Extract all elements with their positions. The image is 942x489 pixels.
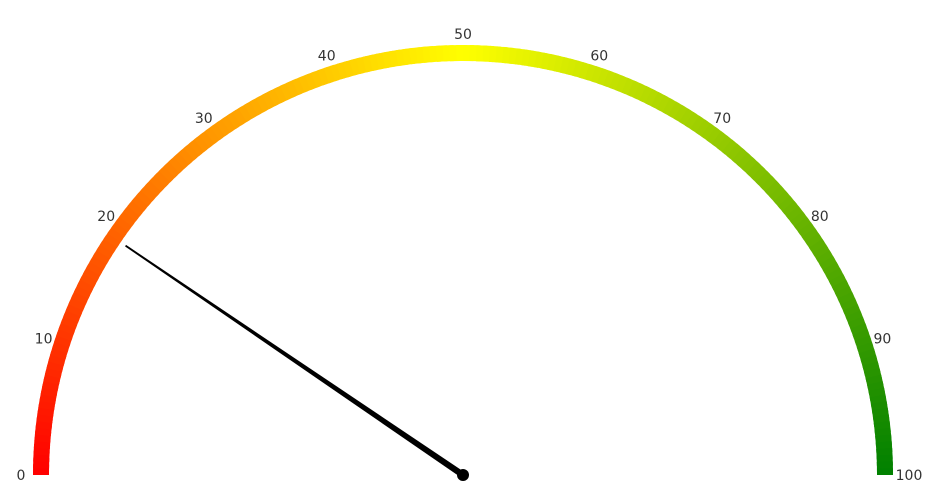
gauge-needle-group — [125, 244, 469, 481]
tick-label: 100 — [896, 468, 923, 484]
tick-label: 60 — [590, 49, 608, 65]
tick-label: 50 — [454, 27, 472, 43]
tick-label: 90 — [874, 332, 892, 348]
tick-label: 30 — [195, 111, 213, 127]
tick-label: 80 — [811, 209, 829, 225]
gauge-tick-labels: 0 10 20 30 40 50 60 70 80 90 100 — [17, 27, 923, 484]
gauge-arc — [33, 45, 894, 476]
tick-label: 40 — [318, 49, 336, 65]
tick-label: 10 — [35, 332, 53, 348]
gauge-needle — [125, 244, 465, 478]
tick-label: 20 — [97, 209, 115, 225]
tick-label: 70 — [713, 111, 731, 127]
gauge-needle-hub — [457, 469, 469, 481]
tick-label: 0 — [17, 468, 26, 484]
